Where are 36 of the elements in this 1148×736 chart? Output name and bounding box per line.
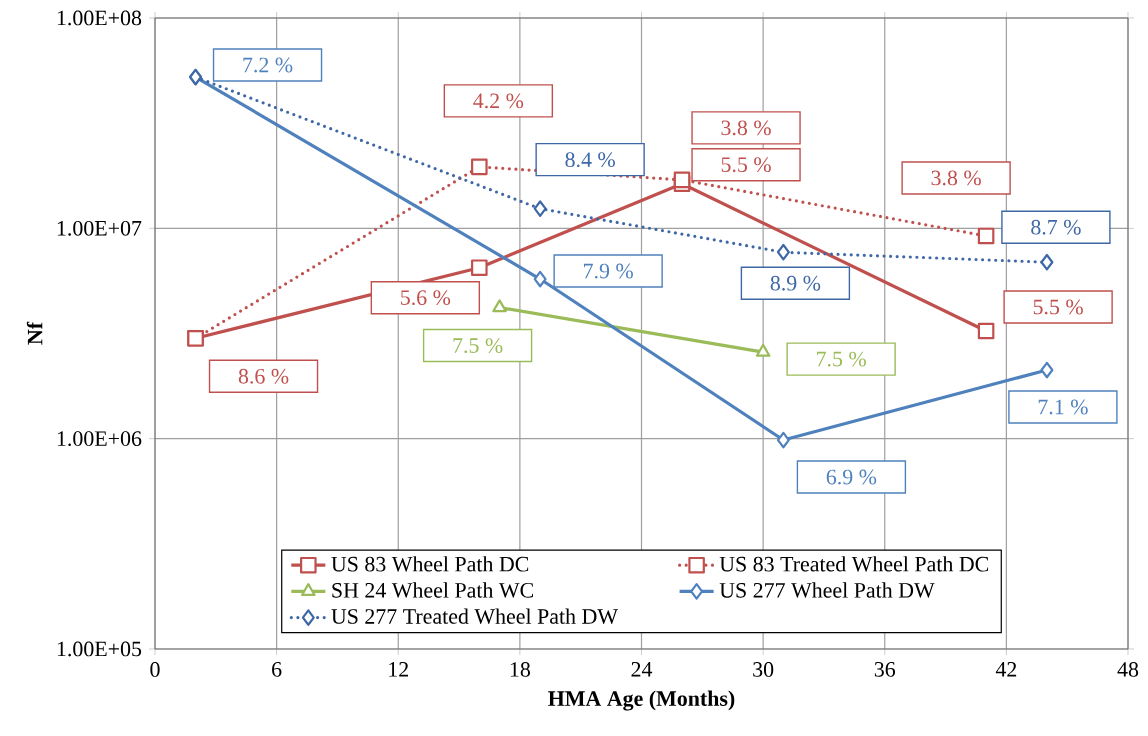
legend-label: US 277 Wheel Path DW [719,582,935,598]
annotation: 3.8 % [721,120,771,136]
y-tick-label: 1.00E+08 [57,10,142,26]
legend-label: US 83 Treated Wheel Path DC [719,556,989,572]
y-tick-label: 1.00E+05 [57,641,142,657]
annotation: 7.2 % [243,57,293,73]
x-tick-label: 30 [753,662,774,677]
x-tick-label: 42 [995,662,1017,677]
y-axis-title: Nf [26,321,43,345]
annotation: 5.6 % [401,290,451,306]
annotation: 6.9 % [826,469,877,485]
annotation: 3.8 % [931,170,981,186]
legend-label: US 83 Wheel Path DC [331,556,529,572]
annotation: 8.7 % [1031,219,1081,235]
annotation: 5.5 % [1033,299,1083,315]
x-tick-label: 6 [272,662,282,677]
y-tick-label: 1.00E+06 [57,431,142,447]
x-axis-title: HMA Age (Months) [548,690,735,711]
annotation: 7.5 % [453,338,503,354]
x-tick-label: 12 [389,662,408,677]
x-tick-label: 18 [510,662,530,677]
annotation: 5.5 % [721,157,771,173]
x-tick-label: 36 [874,662,896,677]
legend-label: SH 24 Wheel Path WC [332,582,534,598]
y-tick-label: 1.00E+07 [57,220,142,236]
annotation: 7.1 % [1038,399,1088,415]
legend-label: US 277 Treated Wheel Path DW [331,608,618,624]
annotation: 4.2 % [473,93,524,109]
annotation: 8.9 % [770,275,821,291]
annotation: 7.9 % [584,263,633,279]
annotation: 8.4 % [565,152,615,168]
x-tick-label: 24 [631,662,653,677]
x-tick-label: 48 [1117,662,1139,677]
annotation: 8.6 % [238,368,289,384]
x-tick-label: 0 [150,662,160,677]
annotation: 7.5 % [817,351,866,367]
